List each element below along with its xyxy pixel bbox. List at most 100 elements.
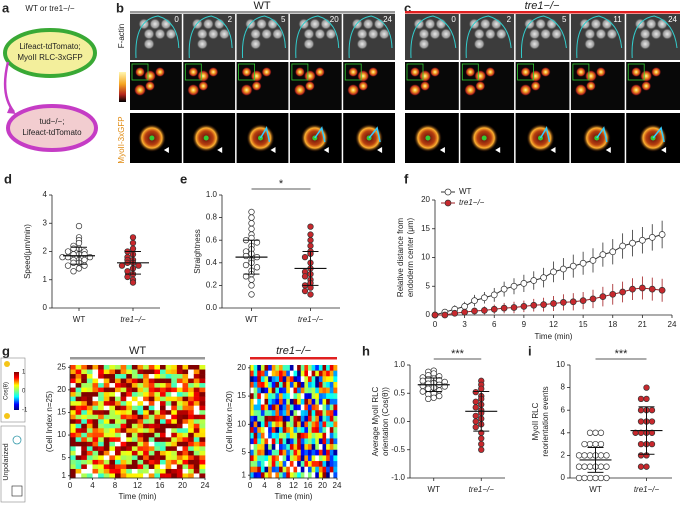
heatmap-cell <box>257 421 262 428</box>
heatmap-cell <box>315 466 320 473</box>
heatmap-cell <box>329 432 334 439</box>
heatmap-cell <box>188 464 195 470</box>
heatmap-cell <box>182 446 189 452</box>
heatmap-cell <box>260 398 265 405</box>
heatmap-cell <box>333 410 338 417</box>
heatmap-cell <box>253 381 258 388</box>
heatmap-cell <box>282 461 287 467</box>
heatmap-cell <box>260 387 265 394</box>
heatmap-cell <box>92 450 99 456</box>
heatmap-cell <box>109 450 116 456</box>
heatmap-cell <box>199 387 206 393</box>
heatmap-cell <box>86 387 93 393</box>
data-point <box>639 284 646 292</box>
heatmap-cell <box>268 376 273 383</box>
outline <box>242 15 286 59</box>
heatmap-cell <box>315 387 320 394</box>
heatmap-cell <box>160 459 166 465</box>
heatmap-cell <box>282 410 287 417</box>
heatmap-cell <box>171 365 178 370</box>
time-label: 5 <box>562 15 567 24</box>
data-point <box>658 231 666 238</box>
heatmap-cell <box>268 393 273 400</box>
y-tick-label: 0.0 <box>206 303 218 312</box>
heatmap-cell <box>98 459 105 465</box>
heatmap-cell <box>257 393 262 400</box>
legend-label: tre1−/− <box>459 198 485 207</box>
heatmap-cell <box>289 370 294 377</box>
outline <box>465 15 512 59</box>
heatmap-cell <box>137 455 144 461</box>
heatmap-cell <box>193 410 200 416</box>
cell <box>309 18 321 30</box>
heatmap-cell <box>160 437 166 443</box>
heatmap-cell <box>75 468 82 474</box>
x-tick-label: 12 <box>549 320 558 329</box>
data-point <box>648 234 656 241</box>
cell <box>479 18 491 30</box>
heatmap-cell <box>282 438 287 445</box>
heatmap-cell <box>315 365 320 371</box>
heatmap-cell <box>86 441 93 447</box>
data-point <box>510 282 518 290</box>
heatmap-cell <box>193 365 200 370</box>
heatmap-cell <box>322 376 327 383</box>
heatmap-cell <box>182 378 189 384</box>
heatmap-cell <box>257 387 262 394</box>
heatmap-cell <box>92 468 99 474</box>
blob <box>135 67 145 77</box>
heatmap-cell <box>160 369 166 375</box>
heatmap-cell <box>86 396 93 402</box>
heatmap-cell <box>282 393 287 400</box>
heatmap-cell <box>81 428 88 434</box>
heatmap-cell <box>326 376 331 383</box>
blob <box>187 84 200 96</box>
heatmap-cell <box>279 427 283 434</box>
x-tick-label: 8 <box>277 481 282 490</box>
heatmap-cell <box>286 466 291 473</box>
y-tick-label: 2 <box>561 451 566 460</box>
heatmap-cell <box>126 423 133 429</box>
panel-label: e <box>180 171 187 186</box>
heatmap-cell <box>75 383 82 388</box>
heatmap-cell <box>148 464 155 470</box>
heatmap-cell <box>300 432 305 439</box>
heatmap-cell <box>182 383 189 388</box>
heatmap-cell <box>120 468 127 474</box>
heatmap-cell <box>188 410 195 416</box>
heatmap-cell <box>131 414 138 420</box>
blob <box>358 81 369 91</box>
heatmap-cell <box>250 466 254 473</box>
heatmap-cell <box>333 387 338 394</box>
heatmap-cell <box>297 461 302 467</box>
y-tick-label: 1.0 <box>394 360 406 369</box>
heatmap-cell <box>98 464 105 470</box>
arrowhead <box>270 147 276 153</box>
heatmap-cell <box>75 369 82 375</box>
heatmap-cell <box>120 405 127 411</box>
heatmap-cell <box>193 419 200 425</box>
x-tick-label: WT <box>589 485 602 494</box>
heatmap-cell <box>176 365 183 370</box>
y-tick-label: 8 <box>561 383 566 392</box>
panel-title: WT <box>253 0 270 12</box>
heatmap-cell <box>300 393 305 400</box>
heatmap-cell <box>154 383 161 388</box>
cell <box>551 28 563 40</box>
heatmap-cell <box>199 428 206 434</box>
cell <box>535 18 547 30</box>
heatmap-cell <box>103 374 110 379</box>
heatmap-cell <box>264 427 269 434</box>
heatmap-cell <box>250 387 254 394</box>
heatmap-cell <box>137 392 144 397</box>
heatmap-cell <box>282 455 287 462</box>
heatmap-cell <box>271 461 276 467</box>
heatmap-cell <box>131 383 138 388</box>
cell <box>207 28 219 40</box>
heatmap-cell <box>268 472 273 479</box>
x-tick-label: 24 <box>668 320 677 329</box>
heatmap-cell <box>126 365 133 370</box>
data-point <box>599 293 607 300</box>
heatmap-cell <box>70 378 76 384</box>
heatmap-cell <box>120 437 127 443</box>
